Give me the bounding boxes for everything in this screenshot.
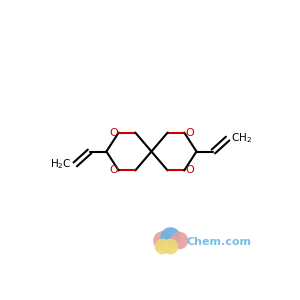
Text: O: O	[109, 128, 118, 138]
Text: Chem.com: Chem.com	[186, 237, 251, 247]
Text: O: O	[109, 165, 118, 176]
Point	[168, 234, 173, 239]
Text: CH$_2$: CH$_2$	[231, 132, 252, 145]
Point	[168, 243, 173, 248]
Text: O: O	[185, 165, 194, 176]
Text: O: O	[185, 128, 194, 138]
Point	[159, 238, 164, 243]
Point	[177, 238, 182, 243]
Point	[159, 243, 164, 248]
Text: H$_2$C: H$_2$C	[50, 158, 72, 171]
